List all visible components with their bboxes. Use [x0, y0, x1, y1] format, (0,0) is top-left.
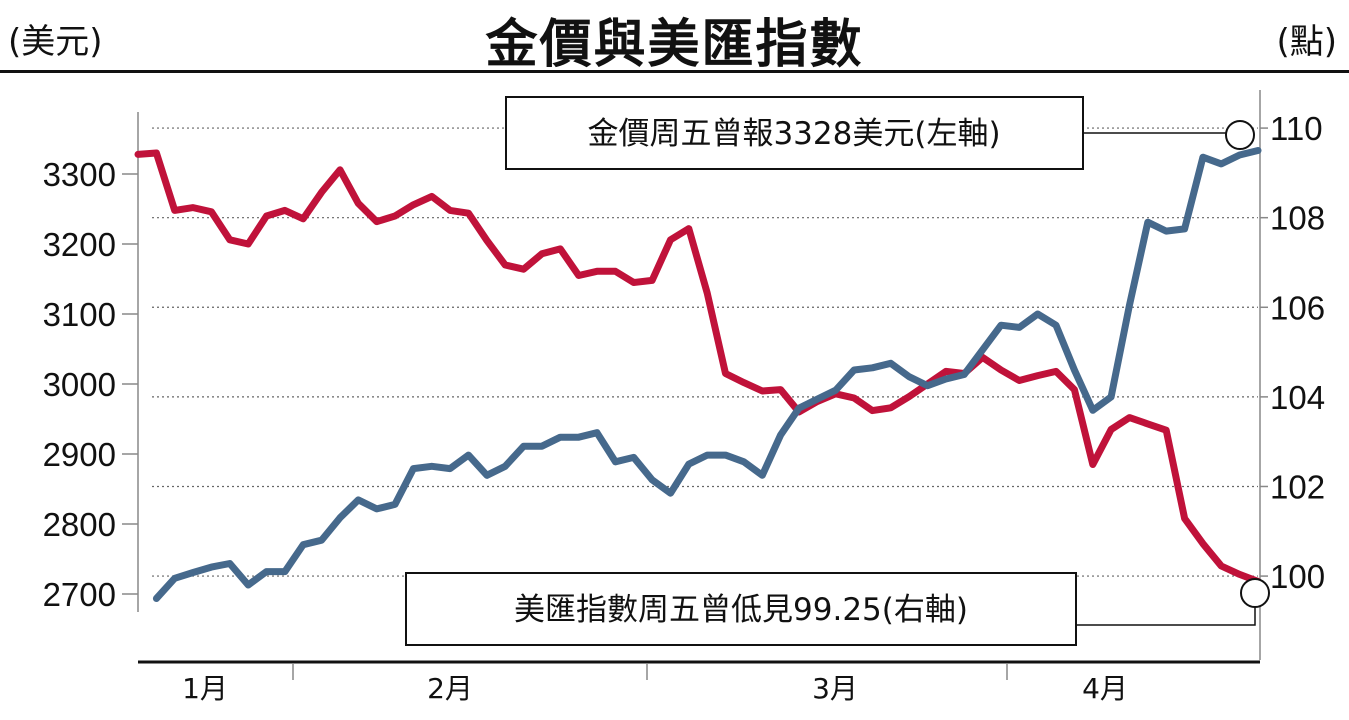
dollar-endpoint-marker: [1240, 578, 1270, 608]
tick-label-right-104: 104: [1270, 379, 1325, 416]
month-label-2: 2月: [427, 672, 473, 705]
tick-label-right-102: 102: [1270, 468, 1325, 505]
tick-label-right-100: 100: [1270, 558, 1325, 595]
month-label-1: 1月: [182, 672, 228, 705]
tick-label-left-2700: 2700: [43, 576, 116, 613]
gold-endpoint-marker: [1225, 120, 1255, 150]
dollar-annotation-text: 美匯指數周五曾低見99.25(右軸): [514, 592, 968, 628]
tick-label-left-3200: 3200: [43, 226, 116, 263]
tick-label-right-110: 110: [1270, 110, 1323, 147]
tick-label-left-2900: 2900: [43, 436, 116, 473]
tick-label-left-3300: 3300: [43, 156, 116, 193]
dollar-index-line: [152, 147, 1262, 602]
tick-label-right-108: 108: [1270, 200, 1325, 237]
tick-label-left-3000: 3000: [43, 366, 116, 403]
gold-annotation-text: 金價周五曾報3328美元(左軸): [587, 116, 1000, 152]
title-rule: [0, 70, 1349, 73]
tick-label-left-3100: 3100: [43, 296, 116, 333]
dollar-annotation-box: [405, 572, 1077, 646]
gold-price-line: [134, 149, 1262, 585]
tick-label-right-106: 106: [1270, 289, 1325, 326]
left-axis-unit: (美元): [8, 22, 103, 62]
chart-title: 金價與美匯指數: [485, 15, 864, 75]
dollar-annotation-leader: [1076, 607, 1256, 626]
month-label-3: 3月: [812, 672, 858, 705]
tick-label-left-2800: 2800: [43, 506, 116, 543]
right-axis-unit: (點): [1276, 22, 1337, 62]
month-label-4: 4月: [1082, 672, 1128, 705]
gold-annotation-box: [505, 96, 1084, 170]
